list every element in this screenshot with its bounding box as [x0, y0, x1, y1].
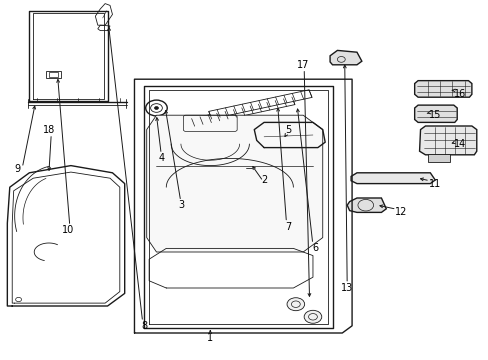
Polygon shape: [427, 154, 449, 162]
Text: 7: 7: [285, 222, 291, 232]
Polygon shape: [208, 90, 311, 119]
Text: 11: 11: [428, 179, 441, 189]
Polygon shape: [419, 126, 476, 155]
Text: 13: 13: [340, 283, 353, 293]
Text: 6: 6: [312, 243, 318, 253]
Polygon shape: [329, 50, 361, 65]
Polygon shape: [146, 115, 322, 252]
Text: 16: 16: [452, 89, 465, 99]
Polygon shape: [191, 97, 294, 126]
Polygon shape: [350, 173, 434, 184]
Text: 2: 2: [261, 175, 266, 185]
Text: 5: 5: [285, 125, 291, 135]
Text: 18: 18: [42, 125, 55, 135]
Text: 17: 17: [296, 60, 309, 70]
Polygon shape: [346, 198, 386, 212]
Text: 8: 8: [141, 321, 147, 331]
Text: 14: 14: [452, 139, 465, 149]
Text: 4: 4: [158, 153, 164, 163]
Polygon shape: [414, 105, 456, 122]
Text: 12: 12: [394, 207, 407, 217]
Circle shape: [286, 298, 304, 311]
Polygon shape: [414, 81, 471, 97]
Circle shape: [154, 107, 158, 109]
Text: 10: 10: [62, 225, 75, 235]
Text: 9: 9: [14, 164, 20, 174]
Text: 15: 15: [428, 110, 441, 120]
Text: 3: 3: [178, 200, 183, 210]
Circle shape: [304, 310, 321, 323]
Text: 1: 1: [207, 333, 213, 343]
